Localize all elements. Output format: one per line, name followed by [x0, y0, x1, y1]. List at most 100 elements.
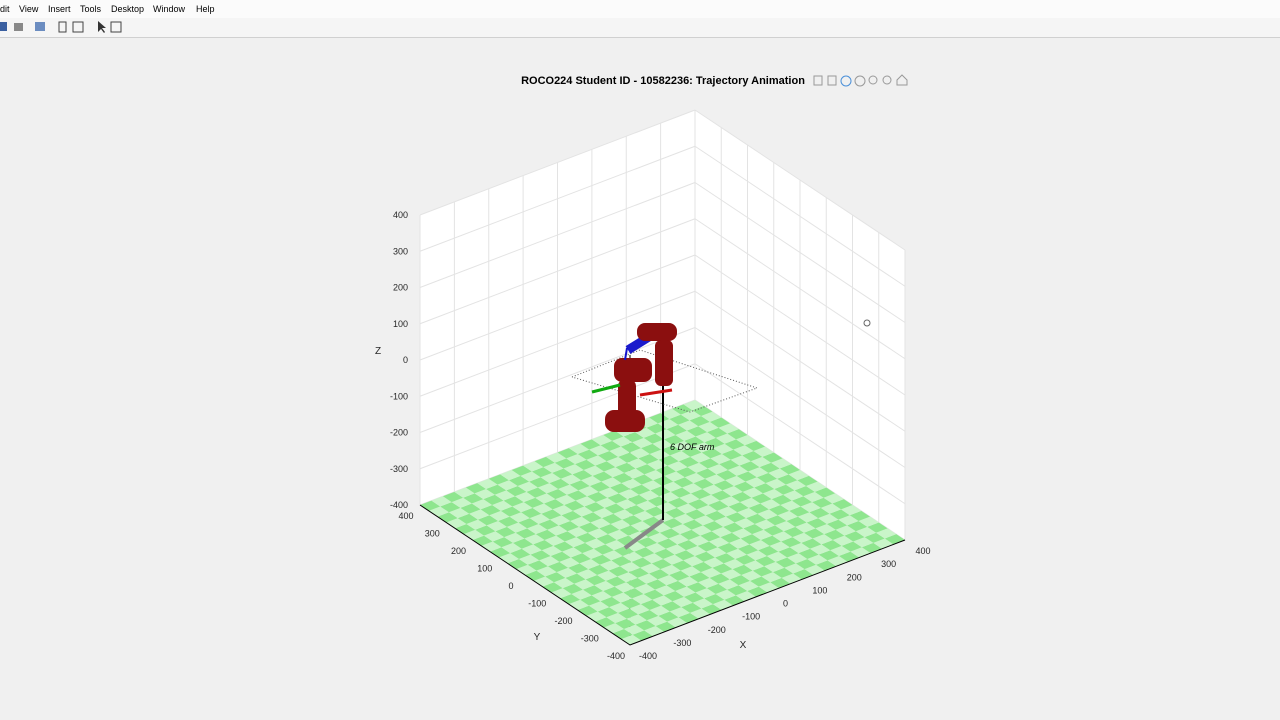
menu-item[interactable]: Desktop [111, 4, 145, 14]
floor-tile [619, 525, 640, 536]
frame-x [639, 388, 673, 397]
floor-tile [719, 459, 740, 470]
x-tick-label: 200 [847, 572, 862, 582]
floor-tile [830, 545, 851, 557]
floor-tile [703, 557, 724, 568]
floor-tile [676, 503, 697, 514]
rotate-icon[interactable] [840, 75, 852, 87]
menu-item[interactable]: View [19, 4, 39, 14]
pan-icon[interactable] [854, 75, 866, 87]
home-icon[interactable] [896, 74, 908, 86]
floor-tile [643, 433, 664, 444]
robot-arm [571, 323, 759, 550]
floor-tile [876, 528, 897, 539]
floor-tile [640, 599, 662, 610]
floor-tile [707, 464, 728, 475]
insert-legend-icon[interactable] [72, 21, 84, 33]
floor-tile [607, 529, 629, 540]
y-tick-label: 100 [477, 564, 492, 574]
floor-tile [791, 496, 813, 507]
floor-tile [674, 550, 695, 561]
floor-tile [780, 500, 801, 511]
floor-tile [725, 475, 746, 487]
floor-tile [818, 513, 839, 524]
floor-tile [593, 544, 614, 555]
floor-tile [442, 491, 464, 503]
floor-tile [532, 503, 553, 514]
floor-tile [681, 602, 702, 613]
floor-tile [683, 592, 705, 603]
print-icon[interactable] [14, 23, 23, 31]
floor-tile [560, 474, 582, 485]
floor-tile [626, 458, 648, 469]
floor-tile [672, 404, 693, 415]
floor-tile [586, 455, 607, 466]
print-preview-icon[interactable] [35, 22, 45, 31]
floor-tile [696, 505, 718, 516]
floor-tile [658, 611, 679, 622]
export-icon[interactable] [813, 75, 823, 86]
zoom-in-icon[interactable] [868, 75, 878, 85]
floor-tile [549, 478, 570, 489]
floor-tile [690, 452, 711, 463]
floor-tile [555, 494, 576, 505]
floor-tile [587, 491, 608, 503]
floor-tile [723, 522, 744, 533]
new-figure-icon[interactable] [58, 21, 67, 33]
floor-tile [671, 560, 693, 571]
floor-tile [692, 561, 713, 573]
menu-item[interactable]: dit [0, 4, 10, 14]
floor-tile [600, 596, 621, 608]
floor-tile [588, 601, 610, 612]
floor-tile [558, 521, 579, 532]
floor-tile [667, 461, 688, 472]
floor-tile [704, 437, 725, 449]
floor-tile [742, 451, 763, 462]
floor-tile [749, 540, 770, 551]
save-icon[interactable] [0, 22, 7, 31]
floor-tile [699, 494, 720, 505]
floor-tile [591, 435, 613, 446]
floor-tile [711, 490, 732, 501]
brush-icon[interactable] [827, 75, 837, 86]
edit-plot-icon[interactable] [98, 21, 106, 33]
floor-tile [744, 440, 765, 452]
floor-tile [665, 544, 687, 555]
floor-tile [510, 548, 531, 559]
floor-tile [715, 553, 736, 564]
floor-tile [841, 541, 862, 552]
floor-tile [657, 575, 678, 586]
floor-tile [789, 506, 810, 517]
floor-tile [492, 537, 513, 548]
menu-item[interactable]: Window [153, 4, 186, 14]
joint [614, 358, 652, 382]
floor-tile [725, 512, 747, 523]
menu-item[interactable]: Tools [80, 4, 102, 14]
floor-tile [531, 467, 553, 478]
floor-tile [800, 502, 821, 513]
floor-tile [556, 567, 577, 578]
floor-tile [671, 523, 692, 535]
property-editor-icon[interactable] [110, 21, 122, 33]
floor-tile [598, 487, 619, 498]
floor-tile [661, 601, 682, 612]
floor-tile [741, 570, 762, 581]
floor-tile [829, 509, 850, 520]
floor-tile [774, 484, 795, 495]
z-tick-label: 400 [393, 210, 408, 220]
floor-tile [659, 528, 680, 539]
zoom-out-icon[interactable] [882, 75, 892, 85]
floor-tile [783, 490, 804, 501]
z-tick-label: -400 [390, 500, 408, 510]
floor-tile [506, 522, 528, 533]
floor-tile [754, 519, 775, 530]
menu-item[interactable]: Insert [48, 4, 71, 14]
floor-tile [648, 569, 670, 580]
floor-tile [762, 452, 783, 463]
menu-item[interactable]: Help [196, 4, 215, 14]
floor-tile [680, 529, 701, 540]
floor-tile [568, 563, 589, 574]
floor-tile [611, 556, 632, 567]
floor-tile [750, 456, 772, 468]
floor-tile [670, 487, 691, 498]
